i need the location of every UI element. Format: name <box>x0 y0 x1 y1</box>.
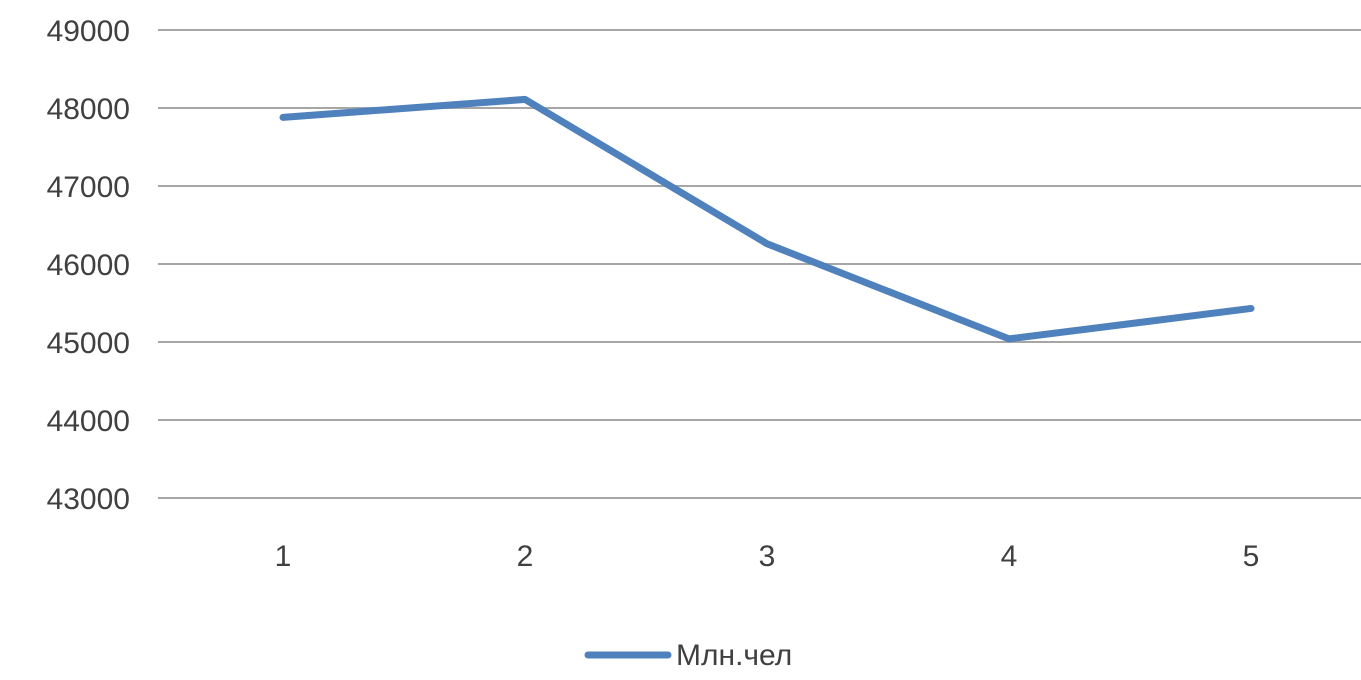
y-tick-label: 47000 <box>47 171 130 204</box>
x-axis-tick-labels: 1 2 3 4 5 <box>275 540 1260 573</box>
y-tick-label: 45000 <box>47 327 130 360</box>
y-tick-label: 43000 <box>47 483 130 516</box>
x-tick-label: 2 <box>517 540 534 573</box>
y-tick-label: 48000 <box>47 93 130 126</box>
y-tick-label: 44000 <box>47 405 130 438</box>
y-tick-label: 49000 <box>47 15 130 48</box>
x-tick-label: 5 <box>1243 540 1260 573</box>
legend-label: Млн.чел <box>676 639 792 672</box>
y-tick-label: 46000 <box>47 249 130 282</box>
legend: Млн.чел <box>584 639 792 672</box>
series-lines <box>279 95 1255 343</box>
x-tick-label: 1 <box>275 540 292 573</box>
series-line <box>279 95 1255 343</box>
x-tick-label: 4 <box>1001 540 1018 573</box>
y-axis-tick-labels: 49000 48000 47000 46000 45000 44000 43000 <box>47 15 130 516</box>
gridlines <box>158 29 1361 499</box>
x-tick-label: 3 <box>759 540 776 573</box>
